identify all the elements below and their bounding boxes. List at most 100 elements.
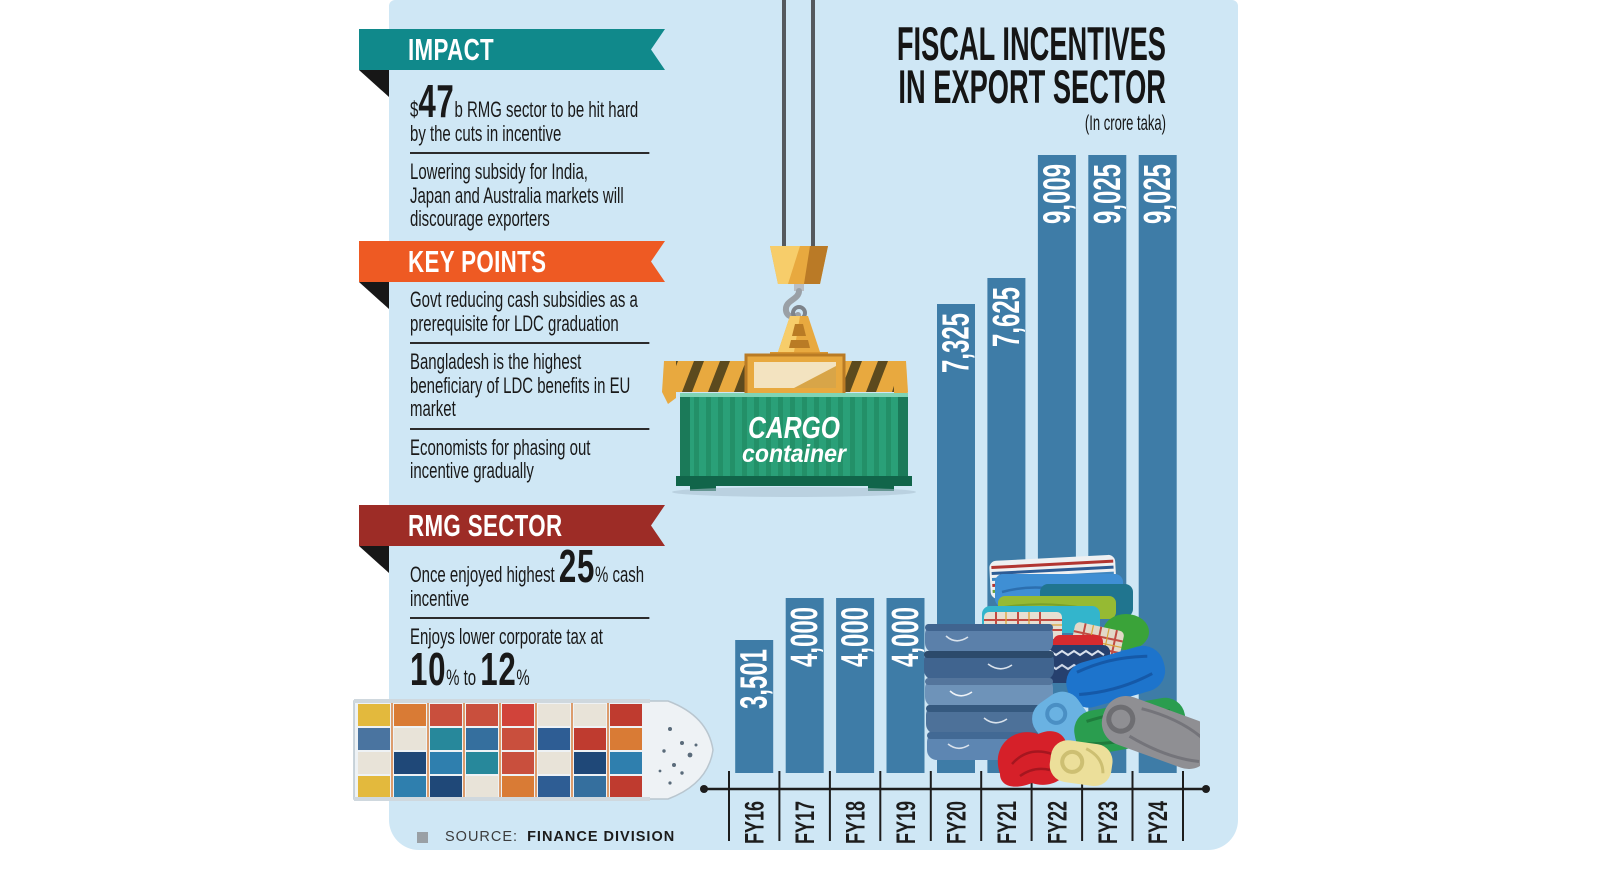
ship-container [394,704,426,726]
ribbon-fold [359,70,389,97]
ship-container [538,704,570,726]
panel-text-item: Lowering subsidy for India, Japan and Aus… [410,160,655,231]
container-ribs-icon [694,396,891,476]
ship-container [502,728,534,750]
ship-container [538,728,570,750]
red-cloth-icon [997,731,1067,787]
source-line: SOURCE: FINANCE DIVISION [417,829,675,845]
rmg-sector-text-block: Once enjoyed highest 25% cash incentive En… [410,543,655,692]
container-text: container [742,440,847,468]
banner-rmg-sector: RMG SECTOR [359,505,665,546]
ship-container [610,776,642,797]
text-run: b [454,97,467,122]
text-run: incentive gradually [410,458,534,483]
ship-container [502,704,534,726]
panel-text-item: Enjoys lower corporate tax at 10% to 12% [410,624,655,692]
ship-container [394,728,426,750]
text-run: Enjoys lower corporate tax at [410,624,603,649]
text-run: $ [410,97,419,122]
ribbon-fold [359,546,389,573]
ribbon-fold [359,282,389,309]
ship-container [502,776,534,797]
text-run: 25 [558,540,596,592]
ship-container [574,728,606,750]
ship-container [610,728,642,750]
ship-container [466,752,498,774]
ship-container [610,752,642,774]
blue-roll-icon [1066,645,1166,708]
ship-container [466,704,498,726]
banner-impact-label: IMPACT [408,31,495,67]
text-run: Bangladesh is the highest [410,349,582,374]
ship-container [394,776,426,797]
banner-key-points: KEY POINTS [359,241,665,282]
ship-container [358,776,390,797]
title-line1: FISCAL INCENTIVES [896,17,1166,70]
ship-container [574,704,606,726]
jeans-stack-icon [924,624,1054,760]
divider [410,342,650,344]
text-run: 12 [480,642,517,695]
ship-container [610,704,642,726]
divider [410,152,650,154]
ship-container [430,776,462,797]
ship-container [430,704,462,726]
divider [410,427,650,430]
banner-rmg-sector-label: RMG SECTOR [408,507,563,543]
ship-container [538,776,570,797]
source-value: FINANCE DIVISION [527,829,676,845]
ship-container [538,752,570,774]
banner-impact: IMPACT [359,29,665,70]
ship-container [574,776,606,797]
text-run: % [516,664,530,690]
ship-container [430,728,462,750]
chart-title-block: FISCAL INCENTIVES IN EXPORT SECTOR (In c… [702,17,1166,136]
page-title: FISCAL INCENTIVES IN EXPORT SECTOR [896,17,1166,113]
chart-unit-label: (In crore taka) [1084,112,1166,135]
text-run: % [595,562,613,587]
text-run: RMG sector to be hit hard [466,97,639,122]
panel-text-item: Economists for phasing out incentive grad… [410,434,655,483]
text-run: Govt reducing cash subsidies as a [410,287,638,312]
ship-container [430,752,462,774]
source-label: SOURCE: [445,829,519,845]
ship-container [358,752,390,774]
ship-container [466,728,498,750]
title-line2: IN EXPORT SECTOR [898,60,1166,113]
cargo-text: CARGO [748,410,840,445]
text-run: Economists for phasing out [410,434,591,460]
text-run: prerequisite for LDC graduation [410,310,619,336]
text-run: discourage exporters [410,206,550,231]
key-points-text-block: Govt reducing cash subsidies as a prerequ… [410,288,655,483]
text-run: beneficiary of LDC benefits in EU [410,372,631,398]
text-run: 47 [418,75,455,127]
source-bullet-icon [417,831,428,843]
text-run: market [410,396,456,421]
ship-container [466,776,498,797]
impact-text-block: $47b RMG sector to be hit hard by the cut… [410,78,655,231]
banner-key-points-label: KEY POINTS [408,243,547,279]
container-ship-illustration [353,699,714,801]
panel-text-item: Once enjoyed highest 25% cash incentive [410,543,655,611]
gray-roll-icon [1101,695,1200,769]
panel-text-item: Bangladesh is the highest beneficiary of … [410,350,655,421]
ship-container [394,752,426,774]
clothes-pile-illustration [924,554,1200,787]
text-run: to [463,664,481,690]
panel-text-item: Govt reducing cash subsidies as a prerequ… [410,288,655,335]
text-run: % [446,664,464,690]
text-run: Lowering subsidy for India, [410,159,588,184]
cargo-container-illustration: CARGO container [662,0,916,497]
divider [410,617,650,619]
ship-container [358,704,390,726]
text-run: Once enjoyed highest [410,562,559,587]
ship-container [502,752,534,774]
text-run: cash [612,562,645,587]
yellow-roll-icon [1049,740,1113,787]
ship-container [358,728,390,750]
text-run: incentive [410,585,470,611]
text-run: by the cuts in incentive [410,120,562,146]
ship-deck-dots-icon [658,727,698,785]
text-run: 10 [410,642,447,695]
